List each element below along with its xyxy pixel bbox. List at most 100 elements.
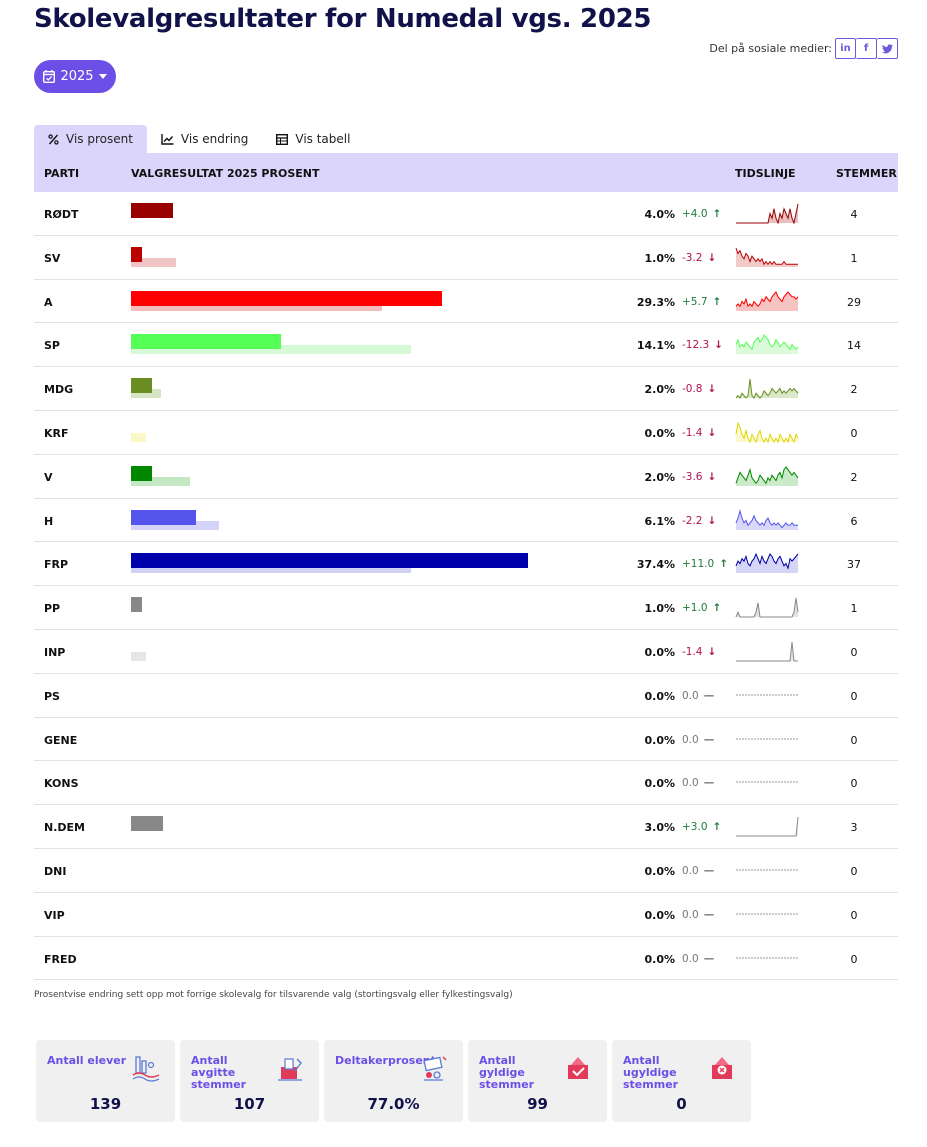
stat-card: Deltakerprosent 77.0%	[324, 1040, 463, 1122]
party-name: INP	[44, 645, 66, 659]
change-text: -2.2	[682, 514, 703, 527]
previous-result-bar	[131, 432, 146, 442]
table-row: KONS 0.0% 0.0 — 0	[34, 761, 898, 806]
change-text: -0.8	[682, 383, 703, 396]
sparkline-line	[735, 379, 799, 400]
table-row: FRP 37.4% +11.0 ↑ 37	[34, 542, 898, 587]
tab-vis-endring[interactable]: Vis endring	[147, 125, 262, 153]
timeline-sparkline	[735, 247, 798, 267]
percent-value: 2.0%	[644, 383, 675, 397]
arrow-down-icon: ↓	[707, 514, 717, 527]
change-value: 0.0 —	[682, 777, 714, 789]
percent-value: 0.0%	[644, 733, 675, 747]
sparkline-line	[735, 334, 799, 351]
change-value: -3.2 ↓	[682, 252, 716, 264]
current-result-bar	[131, 553, 528, 569]
party-name: V	[44, 470, 53, 484]
ballot-box-icon	[275, 1053, 305, 1083]
vote-count: 2	[850, 383, 858, 397]
change-text: +5.7	[682, 295, 708, 308]
change-value: -1.4 ↓	[682, 427, 716, 439]
change-value: -1.4 ↓	[682, 646, 716, 658]
change-text: 0.0	[682, 689, 699, 702]
timeline-sparkline	[735, 465, 799, 486]
table-icon	[276, 133, 289, 145]
previous-result-bar	[131, 257, 176, 267]
stat-card: Antall elever 139	[36, 1040, 175, 1122]
percent-value: 29.3%	[636, 295, 675, 309]
previous-result-bar	[131, 345, 412, 355]
percent-value: 0.0%	[644, 689, 675, 703]
sparkline-area	[736, 466, 798, 486]
change-value: 0.0 —	[682, 953, 714, 965]
timeline-sparkline	[736, 738, 798, 740]
dash-icon: —	[703, 864, 715, 877]
table-row: KRF 0.0% -1.4 ↓ 0	[34, 411, 898, 455]
percent-icon	[48, 133, 59, 145]
party-name: PP	[44, 602, 61, 616]
change-value: +5.7 ↑	[682, 296, 721, 308]
vote-count: 0	[850, 864, 858, 878]
participation-icon	[419, 1053, 449, 1083]
sparkline-line	[736, 817, 799, 837]
percent-value: 0.0%	[644, 864, 675, 878]
table-row: H 6.1% -2.2 ↓ 6	[34, 499, 898, 543]
vote-count: 14	[847, 339, 861, 353]
sparkline-line	[735, 421, 799, 444]
year-label: 2025	[60, 69, 94, 84]
stat-value: 107	[233, 1095, 266, 1113]
change-text: -3.6	[682, 470, 703, 483]
header-party: PARTI	[44, 167, 80, 180]
sparkline-line	[735, 465, 799, 485]
table-row: PS 0.0% 0.0 — 0	[34, 674, 898, 718]
linkedin-share-button[interactable]: in	[835, 38, 856, 59]
table-body: RØDT 4.0% +4.0 ↑ 4 SV 1.0% -3.2 ↓ 1 A 29.3% +5.7 ↑ 29 S…	[34, 192, 898, 981]
stat-label: Antall elever	[47, 1054, 127, 1067]
change-value: -2.2 ↓	[682, 515, 716, 527]
timeline-sparkline	[735, 334, 799, 355]
vote-count: 0	[850, 952, 858, 966]
page-title: Skolevalgresultater for Numedal vgs. 202…	[34, 4, 652, 34]
table-row: N.DEM 3.0% +3.0 ↑ 3	[34, 805, 898, 849]
change-value: 0.0 —	[682, 690, 714, 702]
vote-count: 3	[850, 821, 858, 835]
arrow-up-icon: ↑	[712, 208, 722, 220]
change-text: +11.0	[682, 558, 715, 571]
percent-value: 3.0%	[644, 821, 675, 835]
change-value: -3.6 ↓	[682, 471, 716, 483]
party-name: KRF	[44, 426, 69, 440]
table-row: SP 14.1% -12.3 ↓ 14	[34, 323, 898, 368]
percent-value: 6.1%	[644, 514, 675, 528]
sparkline-line	[735, 247, 798, 266]
sparkline-line	[735, 508, 798, 528]
table-row: SV 1.0% -3.2 ↓ 1	[34, 236, 898, 280]
arrow-down-icon: ↓	[707, 426, 717, 439]
sparkline-area	[736, 817, 798, 837]
year-dropdown-button[interactable]: 2025	[34, 60, 116, 93]
table-row: FRED 0.0% 0.0 — 0	[34, 937, 898, 981]
table-row: INP 0.0% -1.4 ↓ 0	[34, 630, 898, 674]
party-name: A	[44, 295, 53, 309]
timeline-sparkline	[736, 817, 799, 837]
change-value: +3.0 ↑	[682, 821, 721, 833]
percent-value: 0.0%	[644, 908, 675, 922]
vote-count: 0	[850, 733, 858, 747]
tab-label: Vis prosent	[66, 132, 133, 146]
vote-count: 1	[850, 602, 858, 616]
vote-count: 2	[850, 470, 858, 484]
timeline-sparkline	[735, 553, 799, 574]
current-result-bar	[131, 334, 281, 350]
tab-vis-prosent[interactable]: Vis prosent	[34, 125, 147, 153]
sparkline-area	[736, 598, 798, 618]
timeline-sparkline	[735, 379, 799, 400]
tab-vis-tabell[interactable]: Vis tabell	[262, 125, 364, 153]
twitter-share-button[interactable]	[877, 38, 898, 59]
stat-value: 0	[676, 1095, 687, 1113]
sparkline-line	[736, 203, 799, 225]
vote-count: 4	[850, 208, 858, 221]
timeline-sparkline	[736, 641, 798, 662]
change-text: -3.2	[682, 251, 703, 264]
table-row: GENE 0.0% 0.0 — 0	[34, 718, 898, 762]
stat-label: Antall avgitte stemmer	[191, 1054, 247, 1091]
facebook-share-button[interactable]: f	[856, 38, 877, 59]
